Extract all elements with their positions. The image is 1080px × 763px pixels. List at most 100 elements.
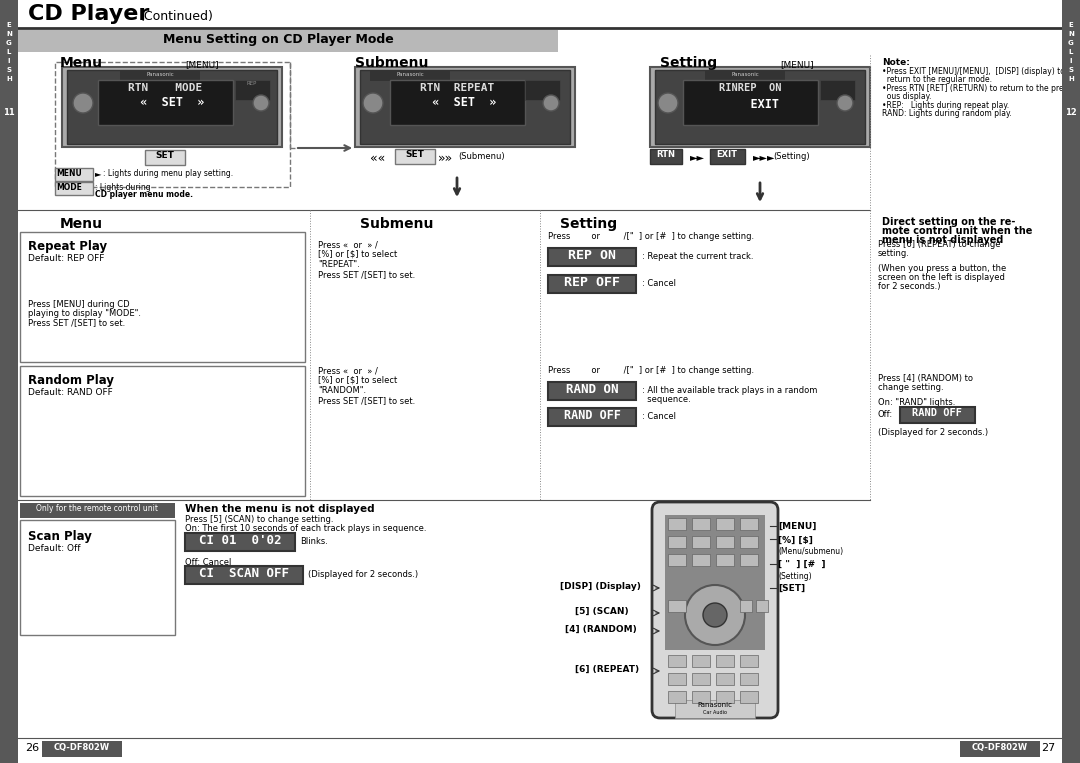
Text: RAND OFF: RAND OFF (912, 408, 962, 418)
Text: RTN    MODE: RTN MODE (127, 83, 202, 93)
Text: (Displayed for 2 seconds.): (Displayed for 2 seconds.) (308, 570, 418, 579)
Bar (42, 741, 122, 757)
Bar (548, 408, 636, 426)
Text: Default: Off: Default: Off (28, 544, 81, 553)
Bar (716, 554, 734, 566)
Circle shape (253, 95, 269, 111)
Text: : Lights during menu play setting.: : Lights during menu play setting. (103, 169, 233, 178)
Text: N: N (1068, 31, 1074, 37)
Text: : Cancel: : Cancel (642, 412, 676, 421)
Bar (740, 518, 758, 530)
Text: I: I (8, 58, 10, 64)
Text: ►►►: ►►► (753, 152, 775, 162)
Text: Menu: Menu (60, 217, 103, 231)
Bar (185, 566, 303, 584)
Text: for 2 seconds.): for 2 seconds.) (878, 282, 941, 291)
Bar (692, 691, 710, 703)
Text: CQ-DF802W: CQ-DF802W (54, 743, 110, 752)
Bar (716, 691, 734, 703)
Text: Press SET /[SET] to set.: Press SET /[SET] to set. (318, 270, 415, 279)
Bar (525, 80, 561, 100)
Bar (21, 520, 175, 635)
Bar (62, 67, 282, 147)
Bar (820, 80, 855, 100)
Bar (548, 382, 636, 400)
Text: EXIT: EXIT (721, 98, 779, 111)
Bar (67, 70, 276, 144)
Text: Press [4] (RANDOM) to: Press [4] (RANDOM) to (878, 374, 973, 383)
Text: Press SET /[SET] to set.: Press SET /[SET] to set. (28, 318, 125, 327)
Bar (55, 168, 93, 181)
Text: (Setting): (Setting) (773, 152, 810, 161)
Bar (692, 536, 710, 548)
Text: [%] or [$] to select: [%] or [$] to select (318, 376, 397, 385)
Text: Blinks.: Blinks. (300, 537, 328, 546)
Text: G: G (6, 40, 12, 46)
Circle shape (543, 95, 559, 111)
Text: N: N (6, 31, 12, 37)
Circle shape (703, 603, 727, 627)
Text: EXIT: EXIT (716, 150, 738, 159)
Text: RAND OFF: RAND OFF (564, 409, 621, 422)
Text: return to the regular mode.: return to the regular mode. (882, 75, 993, 84)
Bar (716, 655, 734, 667)
Bar (21, 503, 175, 518)
Text: "RANDOM".: "RANDOM". (318, 386, 366, 395)
Text: Off:: Off: (878, 410, 893, 419)
Text: RINREP  ON: RINREP ON (719, 83, 781, 93)
Text: S: S (1068, 67, 1074, 73)
Bar (716, 518, 734, 530)
Bar (710, 149, 745, 164)
Text: [6] (REPEAT): [6] (REPEAT) (575, 665, 639, 674)
Text: playing to display "MODE".: playing to display "MODE". (28, 309, 141, 318)
Text: RAND: Lights during random play.: RAND: Lights during random play. (882, 109, 1012, 118)
Text: REP: REP (247, 81, 257, 86)
Circle shape (363, 93, 383, 113)
Text: Off: Cancel: Off: Cancel (185, 558, 231, 567)
Text: ►►: ►► (690, 152, 705, 162)
Bar (683, 80, 818, 125)
Bar (355, 67, 575, 147)
Bar (675, 700, 755, 718)
Bar (0, 0, 18, 763)
Text: REP ON: REP ON (568, 249, 616, 262)
Text: Repeat Play: Repeat Play (28, 240, 107, 253)
Text: RTN  REPEAT: RTN REPEAT (420, 83, 495, 93)
Text: (When you press a button, the: (When you press a button, the (878, 264, 1007, 273)
Text: S: S (6, 67, 12, 73)
Text: Press [6] (REPEAT) to change: Press [6] (REPEAT) to change (878, 240, 1000, 249)
Text: »»: »» (438, 152, 454, 165)
Bar (390, 80, 525, 125)
Text: : Repeat the current track.: : Repeat the current track. (642, 252, 754, 261)
Bar (692, 518, 710, 530)
Text: Random Play: Random Play (28, 374, 114, 387)
Bar (900, 407, 975, 423)
Bar (716, 536, 734, 548)
Text: SET: SET (406, 150, 424, 159)
Bar (740, 554, 758, 566)
Text: E: E (1068, 22, 1074, 28)
Text: Default: REP OFF: Default: REP OFF (28, 254, 105, 263)
Bar (665, 575, 765, 650)
Circle shape (685, 585, 745, 645)
Text: : All the available track plays in a random: : All the available track plays in a ran… (642, 386, 818, 395)
Text: «  SET  »: « SET » (125, 96, 204, 109)
Circle shape (658, 93, 678, 113)
Text: On: The first 10 seconds of each track plays in sequence.: On: The first 10 seconds of each track p… (185, 524, 427, 533)
Text: H: H (1068, 76, 1074, 82)
Text: MODE: MODE (56, 183, 82, 192)
Text: ous display.: ous display. (882, 92, 931, 101)
Text: Setting: Setting (561, 217, 617, 231)
Text: L: L (1069, 49, 1074, 55)
Text: [MENU]: [MENU] (778, 522, 816, 531)
Text: Scan Play: Scan Play (28, 530, 92, 543)
Text: I: I (1070, 58, 1072, 64)
Bar (740, 600, 752, 612)
Text: menu is not displayed: menu is not displayed (882, 235, 1003, 245)
Text: 12: 12 (1065, 108, 1077, 117)
Text: sequence.: sequence. (642, 395, 691, 404)
Text: •REP:   Lights during repeat play.: •REP: Lights during repeat play. (882, 101, 1009, 110)
Text: Submenu: Submenu (355, 56, 429, 70)
Text: Only for the remote control unit: Only for the remote control unit (36, 504, 158, 513)
Text: [DISP] (Display): [DISP] (Display) (561, 582, 640, 591)
